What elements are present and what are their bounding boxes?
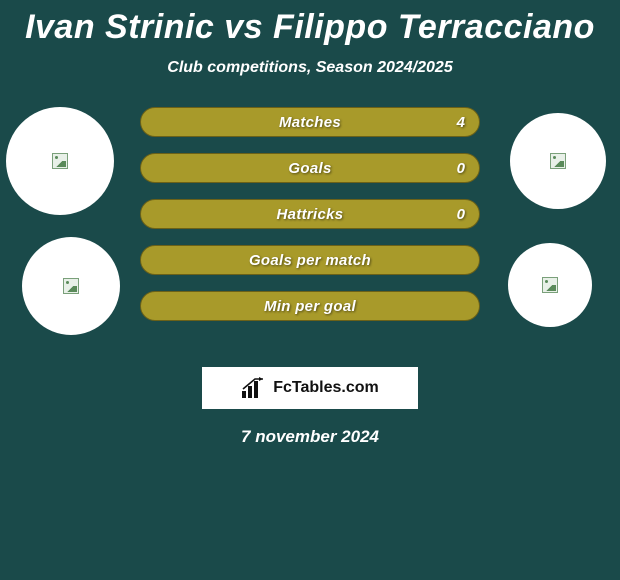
stat-value-right: 4: [457, 114, 465, 131]
comparison-panel: Matches 4 Goals 0 Hattricks 0 Goals per …: [0, 107, 620, 367]
fctables-logo-icon: [241, 377, 267, 399]
attribution-badge: FcTables.com: [202, 367, 418, 409]
stat-bar-hattricks: Hattricks 0: [140, 199, 480, 229]
subtitle: Club competitions, Season 2024/2025: [0, 59, 620, 77]
stat-label: Min per goal: [264, 298, 356, 315]
stat-bars: Matches 4 Goals 0 Hattricks 0 Goals per …: [140, 107, 480, 337]
date-label: 7 november 2024: [0, 427, 620, 447]
page-title: Ivan Strinic vs Filippo Terracciano: [0, 0, 620, 47]
avatar-player2-bottom: [508, 243, 592, 327]
stat-bar-goals: Goals 0: [140, 153, 480, 183]
broken-image-icon: [52, 153, 68, 169]
attribution-text: FcTables.com: [273, 379, 379, 397]
stat-bar-matches: Matches 4: [140, 107, 480, 137]
stat-label: Matches: [279, 114, 341, 131]
broken-image-icon: [550, 153, 566, 169]
stat-bar-min-per-goal: Min per goal: [140, 291, 480, 321]
avatar-player2-top: [510, 113, 606, 209]
stat-value-right: 0: [457, 206, 465, 223]
avatar-player1-bottom: [22, 237, 120, 335]
stat-label: Hattricks: [277, 206, 344, 223]
stat-label: Goals: [288, 160, 331, 177]
avatar-player1-top: [6, 107, 114, 215]
broken-image-icon: [63, 278, 79, 294]
broken-image-icon: [542, 277, 558, 293]
stat-value-right: 0: [457, 160, 465, 177]
stat-bar-goals-per-match: Goals per match: [140, 245, 480, 275]
stat-label: Goals per match: [249, 252, 371, 269]
